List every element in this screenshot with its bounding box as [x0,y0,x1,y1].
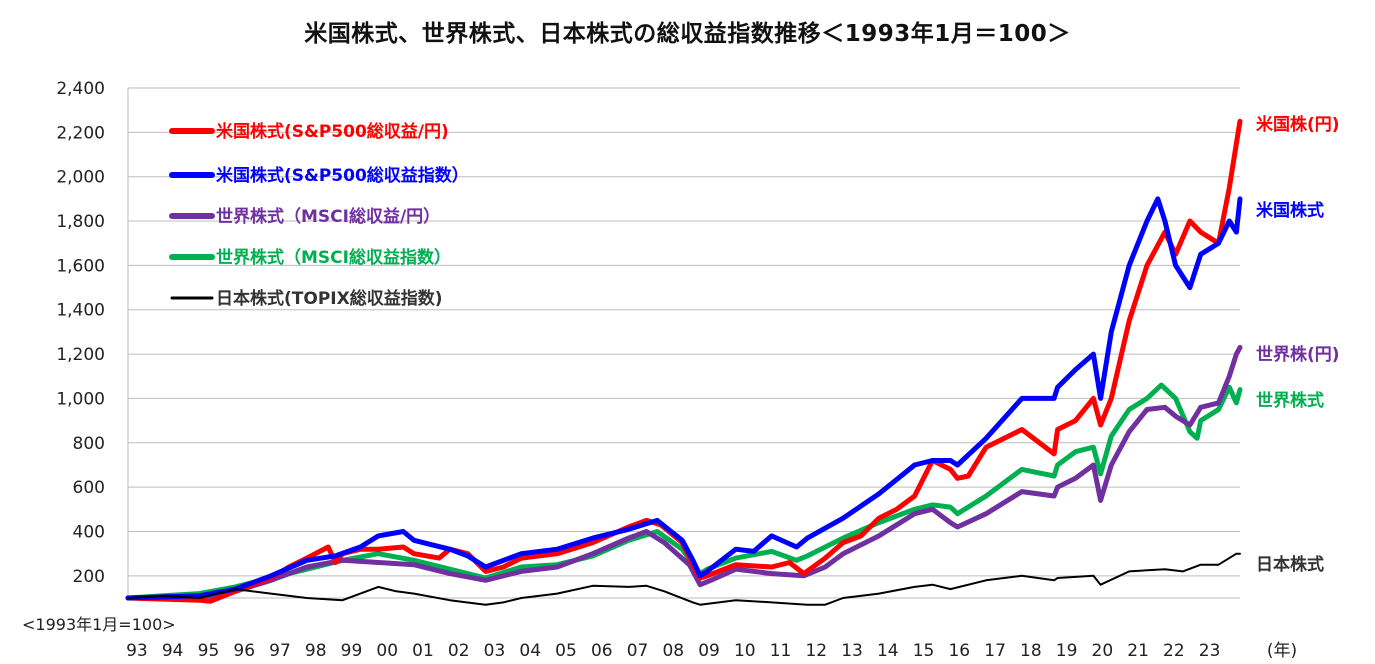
y-tick-label: 400 [73,522,105,542]
x-tick-label: 16 [948,641,970,661]
x-tick-label: 94 [162,641,184,661]
y-tick-label: 1,400 [56,301,105,321]
legend-entry: 世界株式（MSCI総収益/円） [216,206,440,227]
series-line-4 [125,382,1243,601]
legend-entry: 米国株式(S&P500総収益/円) [216,121,449,142]
base-note: <1993年1月=100> [22,615,176,634]
series-line-5 [127,552,1241,606]
x-tick-label: 04 [519,641,541,661]
x-tick-label: 20 [1092,641,1114,661]
x-tick-label: 05 [555,641,577,661]
x-tick-label: 98 [305,641,327,661]
x-tick-label: 07 [627,641,649,661]
x-tick-label: 01 [412,641,434,661]
x-tick-label: 21 [1127,641,1149,661]
chart-title: 米国株式、世界株式、日本株式の総収益指数推移＜1993年1月＝100＞ [304,21,1071,47]
x-tick-label: 93 [126,641,148,661]
x-tick-label: 13 [841,641,863,661]
x-tick-label: 12 [805,641,827,661]
x-tick-label: 99 [341,641,363,661]
series-end-label: 米国株(円) [1256,114,1340,135]
gridlines [128,87,1240,577]
x-tick-label: 19 [1056,641,1078,661]
series-end-label: 世界株(円) [1256,344,1340,365]
y-tick-label: 2,400 [56,79,105,99]
x-axis: 93 94 95 96 97 98 99 00 01 02 03 04 05 06 07 08 09 10 11 12… [126,641,1220,661]
x-tick-label: 15 [913,641,935,661]
x-tick-label: 11 [770,641,792,661]
x-tick-label: 96 [233,641,255,661]
y-tick-label: 1,800 [56,212,105,232]
x-tick-label: 02 [448,641,470,661]
x-tick-label: 97 [269,641,291,661]
x-tick-label: 09 [698,641,720,661]
y-tick-label: 800 [73,434,105,454]
x-tick-label: 10 [734,641,756,661]
y-tick-label: 2,200 [56,123,105,143]
y-tick-label: 1,200 [56,345,105,365]
y-tick-label: 1,600 [56,256,105,276]
x-tick-label: 00 [376,641,398,661]
x-tick-label: 95 [198,641,220,661]
x-tick-label: 18 [1020,641,1042,661]
series-line-2 [125,196,1243,601]
series-end-label: 世界株式 [1256,390,1324,411]
x-tick-label: 03 [484,641,506,661]
series-lines [125,118,1243,606]
y-tick-label: 600 [73,478,105,498]
series-end-label: 日本株式 [1256,554,1324,575]
x-unit-label: (年) [1267,641,1297,661]
legend: 米国株式(S&P500総収益/円) 米国株式(S&P500総収益指数） 世界株式（M… [169,121,469,309]
x-tick-label: 17 [984,641,1006,661]
series-line-3 [125,344,1243,601]
y-tick-label: 2,000 [56,168,105,188]
series-line-1 [125,118,1243,604]
legend-entry: 日本株式(TOPIX総収益指数) [216,288,442,309]
series-end-label: 米国株式 [1256,200,1324,221]
y-tick-label: 200 [73,567,105,587]
x-tick-label: 06 [591,641,613,661]
legend-entry: 米国株式(S&P500総収益指数） [216,165,469,186]
y-tick-label: 1,000 [56,389,105,409]
x-tick-label: 08 [662,641,684,661]
x-tick-label: 14 [877,641,899,661]
x-tick-label: 22 [1163,641,1185,661]
legend-entry: 世界株式（MSCI総収益指数） [216,247,451,268]
x-tick-label: 23 [1199,641,1221,661]
